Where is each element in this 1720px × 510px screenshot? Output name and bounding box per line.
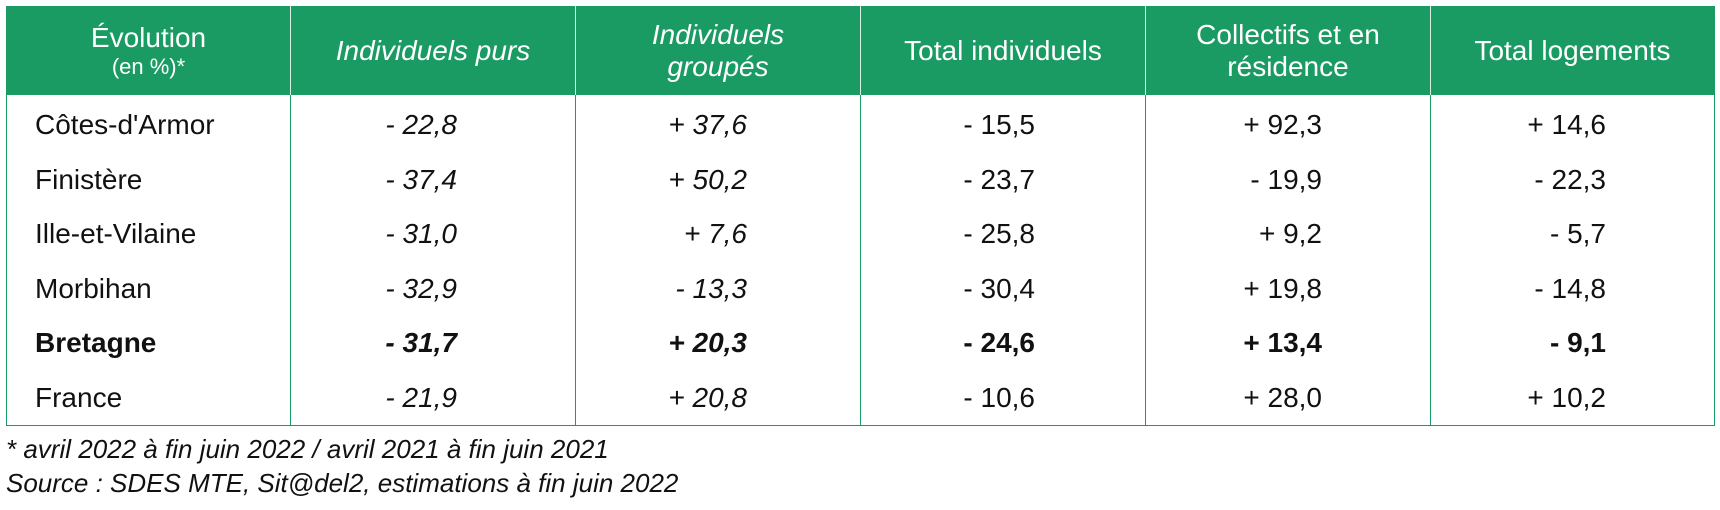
cell-individuels-purs: - 22,8	[290, 95, 576, 153]
row-label-finistere: Finistère	[6, 152, 291, 207]
header-evolution-title: Évolution	[90, 21, 207, 53]
cell-total-individuels: - 24,6	[860, 316, 1146, 371]
housing-evolution-table: Évolution (en %)* Individuels purs Indiv…	[6, 6, 1715, 426]
cell-total-logements: - 14,8	[1430, 261, 1715, 316]
header-evolution: Évolution (en %)*	[6, 6, 291, 95]
cell-individuels-groupes: - 13,3	[575, 261, 861, 316]
cell-individuels-groupes: + 7,6	[575, 207, 861, 262]
row-label-cotes-d-armor: Côtes-d'Armor	[6, 95, 291, 153]
table-row-bretagne-total: Bretagne - 31,7 + 20,3 - 24,6 + 13,4 - 9…	[6, 316, 1715, 371]
cell-total-individuels: - 23,7	[860, 152, 1146, 207]
cell-total-individuels: - 10,6	[860, 370, 1146, 426]
cell-total-individuels: - 25,8	[860, 207, 1146, 262]
housing-evolution-table-container: Évolution (en %)* Individuels purs Indiv…	[6, 6, 1715, 426]
header-individuels-groupes-line1: Individuels	[651, 18, 785, 50]
table-row: Morbihan - 32,9 - 13,3 - 30,4 + 19,8 - 1…	[6, 261, 1715, 316]
cell-collectifs-residence: + 9,2	[1145, 207, 1431, 262]
table-body: Côtes-d'Armor - 22,8 + 37,6 - 15,5 + 92,…	[6, 95, 1715, 426]
header-evolution-unit: (en %)*	[111, 53, 186, 79]
footnotes: * avril 2022 à fin juin 2022 / avril 202…	[6, 432, 678, 500]
cell-individuels-purs: - 31,0	[290, 207, 576, 262]
cell-individuels-purs: - 32,9	[290, 261, 576, 316]
header-collectifs-residence: Collectifs et en résidence	[1145, 6, 1431, 95]
table-header: Évolution (en %)* Individuels purs Indiv…	[6, 6, 1715, 95]
cell-individuels-groupes: + 50,2	[575, 152, 861, 207]
header-total-logements: Total logements	[1430, 6, 1715, 95]
cell-total-individuels: - 30,4	[860, 261, 1146, 316]
cell-collectifs-residence: + 92,3	[1145, 95, 1431, 153]
table-row: Ille-et-Vilaine - 31,0 + 7,6 - 25,8 + 9,…	[6, 207, 1715, 262]
cell-collectifs-residence: + 28,0	[1145, 370, 1431, 426]
header-row: Évolution (en %)* Individuels purs Indiv…	[6, 6, 1715, 95]
cell-individuels-purs: - 21,9	[290, 370, 576, 426]
cell-total-logements: + 14,6	[1430, 95, 1715, 153]
cell-collectifs-residence: + 13,4	[1145, 316, 1431, 371]
cell-total-logements: + 10,2	[1430, 370, 1715, 426]
cell-individuels-groupes: + 37,6	[575, 95, 861, 153]
row-label-france: France	[6, 370, 291, 426]
footnote-source: Source : SDES MTE, Sit@del2, estimations…	[6, 468, 679, 498]
cell-individuels-groupes: + 20,8	[575, 370, 861, 426]
cell-individuels-purs: - 37,4	[290, 152, 576, 207]
footnote-period: * avril 2022 à fin juin 2022 / avril 202…	[6, 434, 609, 464]
cell-total-logements: - 22,3	[1430, 152, 1715, 207]
header-collectifs-line2: résidence	[1227, 50, 1349, 82]
cell-total-logements: - 9,1	[1430, 316, 1715, 371]
table-row: Côtes-d'Armor - 22,8 + 37,6 - 15,5 + 92,…	[6, 95, 1715, 153]
table-row: Finistère - 37,4 + 50,2 - 23,7 - 19,9 - …	[6, 152, 1715, 207]
cell-collectifs-residence: + 19,8	[1145, 261, 1431, 316]
header-individuels-groupes-line2: groupés	[667, 50, 769, 82]
header-individuels-groupes: Individuels groupés	[575, 6, 861, 95]
cell-collectifs-residence: - 19,9	[1145, 152, 1431, 207]
cell-total-logements: - 5,7	[1430, 207, 1715, 262]
cell-individuels-groupes: + 20,3	[575, 316, 861, 371]
header-collectifs-line1: Collectifs et en	[1196, 18, 1380, 50]
table-row: France - 21,9 + 20,8 - 10,6 + 28,0 + 10,…	[6, 370, 1715, 426]
header-total-individuels: Total individuels	[860, 6, 1146, 95]
header-individuels-purs: Individuels purs	[290, 6, 576, 95]
cell-total-individuels: - 15,5	[860, 95, 1146, 153]
row-label-ille-et-vilaine: Ille-et-Vilaine	[6, 207, 291, 262]
row-label-bretagne: Bretagne	[6, 316, 291, 371]
cell-individuels-purs: - 31,7	[290, 316, 576, 371]
row-label-morbihan: Morbihan	[6, 261, 291, 316]
